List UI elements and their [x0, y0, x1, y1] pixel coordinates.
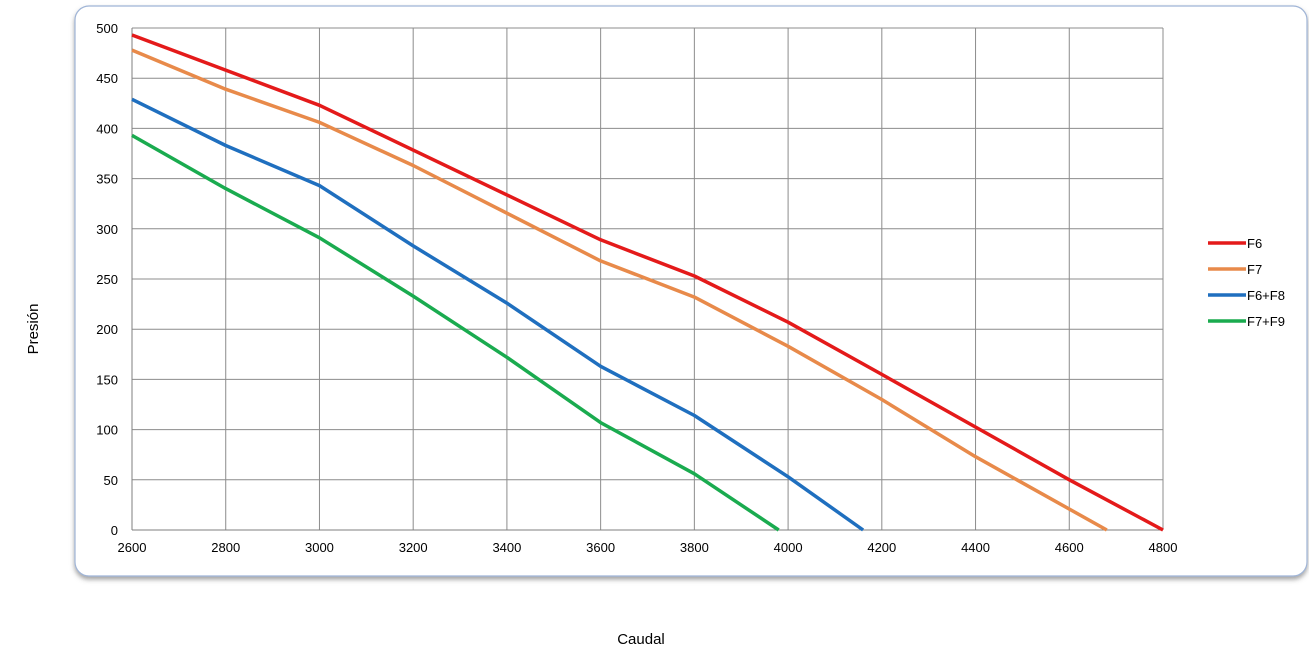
y-tick-label: 50: [104, 473, 118, 488]
legend-f7-label: F7: [1247, 262, 1262, 277]
y-tick-label: 450: [96, 71, 118, 86]
x-tick-label: 3600: [586, 540, 615, 555]
y-tick-label: 150: [96, 372, 118, 387]
x-tick-label: 4200: [867, 540, 896, 555]
y-tick-label: 400: [96, 121, 118, 136]
legend-f7-plus-f9-label: F7+F9: [1247, 314, 1285, 329]
legend-f6-label: F6: [1247, 236, 1262, 251]
x-tick-label: 3000: [305, 540, 334, 555]
plot-frame: [74, 5, 1308, 577]
x-tick-label: 4800: [1149, 540, 1178, 555]
x-tick-label: 3200: [399, 540, 428, 555]
y-tick-label: 300: [96, 222, 118, 237]
x-tick-labels: 2600 2800 3000 3200 3400 3600 3800 4000 4200 4400…: [118, 540, 1178, 555]
y-tick-label: 350: [96, 172, 118, 187]
x-tick-label: 3800: [680, 540, 709, 555]
y-tick-label: 200: [96, 322, 118, 337]
x-tick-label: 2800: [211, 540, 240, 555]
x-tick-label: 4000: [774, 540, 803, 555]
y-tick-label: 100: [96, 423, 118, 438]
x-tick-label: 4600: [1055, 540, 1084, 555]
series-line-f6: [131, 33, 1164, 532]
x-axis-title: Caudal: [617, 631, 665, 648]
y-tick-label: 250: [96, 272, 118, 287]
series-line-f7-plus-f9: [131, 133, 780, 532]
x-tick-label: 2600: [118, 540, 147, 555]
series-line-f6-plus-f8: [131, 97, 865, 532]
y-tick-label: 0: [111, 523, 118, 538]
y-tick-label: 500: [96, 21, 118, 36]
x-tick-label: 3400: [492, 540, 521, 555]
series-lines: [131, 33, 1164, 532]
legend: F6 F7 F6+F8 F7+F9: [1208, 236, 1285, 329]
legend-f6-plus-f8-label: F6+F8: [1247, 288, 1285, 303]
y-tick-labels: 0 50 100 150 200 250 300 350 400 450 500: [96, 21, 118, 538]
series-line-f7: [131, 48, 1108, 532]
x-tick-label: 4400: [961, 540, 990, 555]
axes: [131, 28, 1163, 531]
y-axis-title: Presión: [25, 304, 42, 355]
